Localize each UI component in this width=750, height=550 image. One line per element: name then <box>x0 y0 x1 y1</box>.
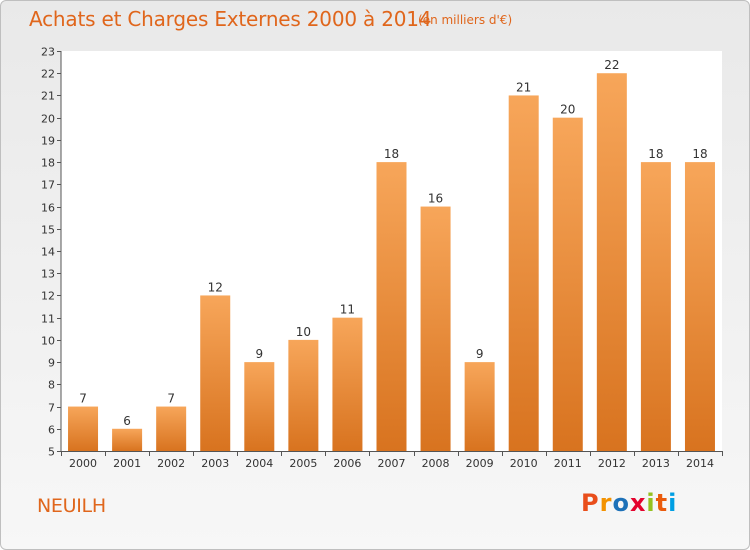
logo-letter: i <box>668 489 678 517</box>
y-tick-label: 8 <box>48 379 55 392</box>
logo-letter: o <box>612 489 630 517</box>
x-tick-label: 2012 <box>598 457 626 470</box>
x-tick-label: 2014 <box>686 457 714 470</box>
logo-letter: t <box>655 489 669 517</box>
bar <box>200 295 231 451</box>
bar <box>332 317 363 451</box>
logo-letter: i <box>646 489 656 517</box>
x-tick-label: 2007 <box>378 457 406 470</box>
logo-letter: x <box>629 489 647 517</box>
bar-value-label: 9 <box>476 347 484 361</box>
y-tick-label: 17 <box>41 179 55 192</box>
bar-value-label: 21 <box>516 80 531 94</box>
y-tick-label: 13 <box>41 268 55 281</box>
x-tick-label: 2003 <box>201 457 229 470</box>
logo-letter: r <box>599 489 613 517</box>
bar-value-label: 16 <box>428 192 443 206</box>
bar <box>156 406 187 451</box>
y-tick-label: 14 <box>41 246 55 259</box>
bar-value-label: 10 <box>296 325 311 339</box>
x-tick-label: 2006 <box>333 457 361 470</box>
bar <box>596 73 627 451</box>
bar-value-label: 18 <box>648 147 663 161</box>
commune-name: NEUILH <box>37 495 106 517</box>
x-tick-label: 2011 <box>554 457 582 470</box>
y-tick-label: 22 <box>41 68 55 81</box>
bar-value-label: 6 <box>123 414 131 428</box>
x-tick-label: 2013 <box>642 457 670 470</box>
bar-value-label: 20 <box>560 103 575 117</box>
bar <box>288 339 319 451</box>
y-tick-label: 11 <box>41 313 55 326</box>
bar <box>464 362 495 451</box>
bar <box>640 162 671 451</box>
bar-value-label: 18 <box>692 147 707 161</box>
y-tick-label: 18 <box>41 157 55 170</box>
bar <box>508 95 539 451</box>
bar <box>68 406 99 451</box>
bar <box>420 206 451 451</box>
x-tick-label: 2001 <box>113 457 141 470</box>
y-tick-label: 9 <box>48 357 55 370</box>
y-tick-label: 6 <box>48 424 55 437</box>
y-tick-label: 19 <box>41 135 55 148</box>
bar <box>244 362 275 451</box>
y-tick-label: 16 <box>41 202 55 215</box>
bar-value-label: 7 <box>167 392 175 406</box>
logo-letter: P <box>581 489 600 517</box>
bar-value-label: 7 <box>79 392 87 406</box>
bar-value-label: 18 <box>384 147 399 161</box>
proxiti-logo: Proxiti <box>581 489 677 517</box>
bar <box>684 162 715 451</box>
y-tick-label: 7 <box>48 402 55 415</box>
x-tick-label: 2010 <box>510 457 538 470</box>
chart-unit-label: (en milliers d'€) <box>418 13 513 27</box>
x-tick-label: 2009 <box>466 457 494 470</box>
x-tick-label: 2008 <box>422 457 450 470</box>
bar <box>552 117 583 452</box>
bar-value-label: 9 <box>255 347 263 361</box>
x-tick-label: 2005 <box>289 457 317 470</box>
y-tick-label: 12 <box>41 290 55 303</box>
x-tick-label: 2004 <box>245 457 273 470</box>
y-tick-label: 15 <box>41 224 55 237</box>
x-tick-label: 2002 <box>157 457 185 470</box>
y-tick-label: 10 <box>41 335 55 348</box>
x-tick-label: 2000 <box>69 457 97 470</box>
bar-value-label: 12 <box>208 280 223 294</box>
y-tick-label: 21 <box>41 90 55 103</box>
bar-value-label: 22 <box>604 58 619 72</box>
chart-title: Achats et Charges Externes 2000 à 2014 <box>29 7 432 31</box>
y-tick-label: 20 <box>41 113 55 126</box>
bar <box>112 428 143 451</box>
bar <box>376 162 407 451</box>
y-tick-label: 23 <box>41 46 55 59</box>
bar-value-label: 11 <box>340 303 355 317</box>
y-tick-label: 5 <box>48 446 55 459</box>
